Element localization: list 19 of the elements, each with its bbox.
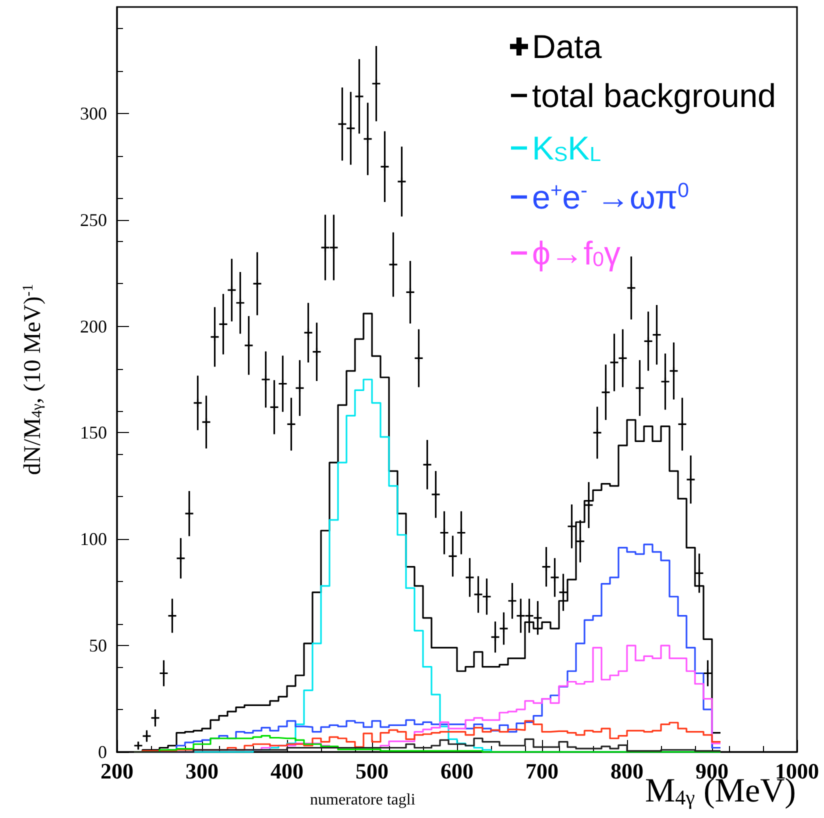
x-tick-label: 800 <box>610 758 644 784</box>
legend-label: total background <box>532 77 776 114</box>
y-tick-label: 300 <box>80 103 107 124</box>
legend-label: Data <box>532 28 602 65</box>
x-tick-label: 700 <box>526 758 558 784</box>
x-tick-label: 400 <box>270 758 304 784</box>
text: numeratore tagli <box>310 792 416 808</box>
legend-label: KSKL <box>532 130 602 166</box>
y-axis-title: dN/M4γ, (10 MeV)-1 <box>20 284 46 476</box>
x-tick-label: 500 <box>356 758 388 784</box>
y-tick-label: 50 <box>89 636 107 656</box>
y-tick-label: 0 <box>98 742 107 762</box>
legend-label: ϕ→f0γ <box>532 234 622 272</box>
y-tick-label: 100 <box>80 529 107 550</box>
x-tick-label: 300 <box>186 758 218 784</box>
x-tick-label: 600 <box>440 758 474 784</box>
y-tick-label: 150 <box>80 422 107 443</box>
y-tick-label: 250 <box>80 210 107 230</box>
y-tick-label: 200 <box>80 316 107 336</box>
